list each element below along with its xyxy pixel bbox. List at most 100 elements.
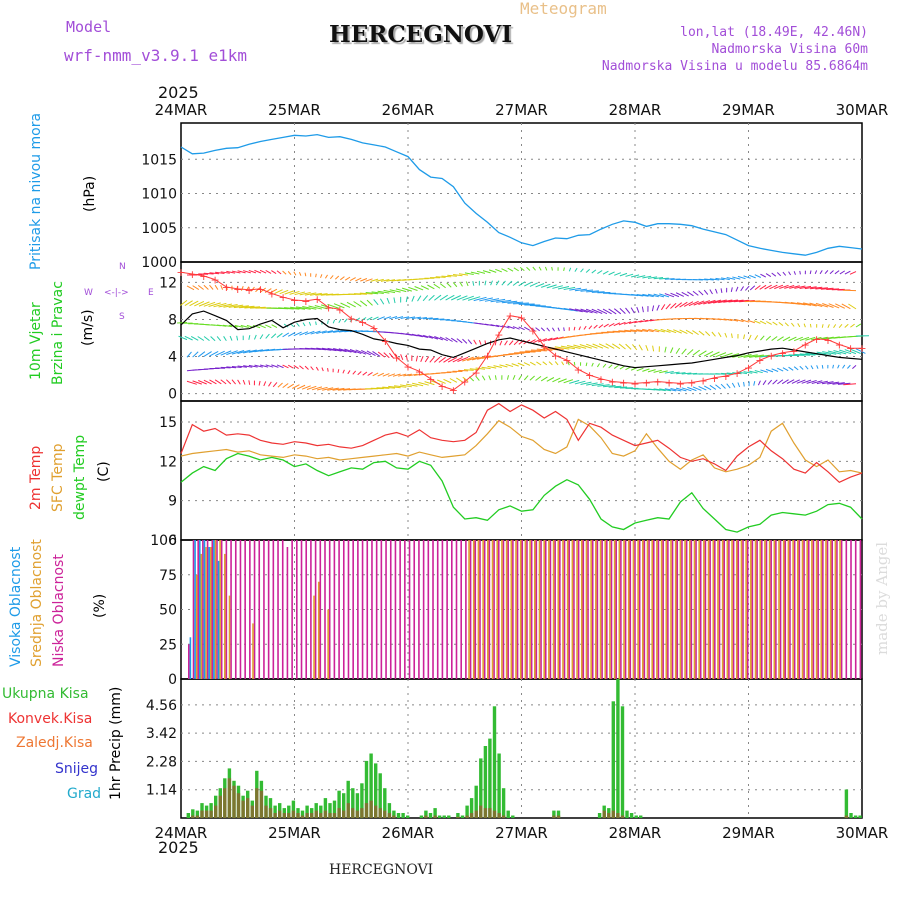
wind-barb-icon [233,305,249,309]
wind-barb-icon [804,286,817,290]
wind-barb-icon [660,304,666,311]
wind-barb-icon [220,379,227,385]
panel-frame-2 [180,400,863,541]
wind-barb-icon [681,291,689,297]
model-elevation: Nadmorska Visina u modelu 85.6864m [601,59,868,74]
y-tick-label: 1005 [141,221,177,237]
wind-barb-icon [814,270,818,274]
precip-total-bar [858,815,862,818]
wind-barb-icon [504,340,508,346]
wind-barb-icon [338,348,352,353]
wind-barb-icon [726,383,731,389]
wind-barb-icon [765,368,774,373]
wind-barb-icon [186,351,192,358]
wind-barb-icon [302,306,317,310]
wind-barb-icon [308,305,323,310]
wind-barb-icon [542,361,548,366]
x-tick-label-top: 24MAR [155,101,208,119]
wind-barb-icon [450,337,458,343]
wind-barb-icon [698,278,709,281]
wind-barb-icon [463,369,474,371]
wind-barb-icon [445,294,455,301]
wind-barb-icon [271,324,278,329]
wind-barb-icon [585,268,591,273]
panel-frame-0 [180,122,863,263]
wind-barb-icon [754,354,770,358]
wind-barb-icon [608,308,617,315]
wind-barb-icon [405,354,408,361]
wind-barb-icon [203,351,212,357]
wind-barb-icon [728,299,744,303]
wind-barb-icon [467,339,473,345]
wind-barb-icon [731,333,733,339]
wind-barb-icon [636,367,644,372]
wind-barb-icon [703,289,709,295]
wind-gust-marker: + [415,365,424,378]
wind-gust-marker: + [596,373,605,386]
wind-barb-icon [754,274,762,278]
wind-barb-icon [252,324,261,329]
wind-barb-icon [698,290,704,296]
wind-barb-icon [484,298,500,302]
wind-barb-icon [740,286,744,292]
wind-barb-icon [642,275,652,279]
wind-barb-icon [184,300,193,307]
wind-gust-marker: + [687,376,696,389]
wind-barb-icon [634,320,643,324]
precip-convective-bar [300,815,305,818]
wind-barb-icon [546,327,550,332]
wind-barb-icon [361,349,372,356]
precip-total-bar [332,800,337,818]
wind-barb-icon [408,286,418,292]
wind-barb-icon [370,278,379,282]
precip-convective-bar [479,805,483,818]
wind-barb-icon [552,285,563,289]
wind-barb-icon [231,365,242,368]
wind-gust-marker: + [574,363,583,376]
wind-barb-icon [816,365,819,369]
wind-barb-icon [548,361,553,366]
wind-barb-icon [681,387,692,392]
wind-barb-icon [353,293,367,295]
wind-barb-icon [805,352,821,356]
wind-barb-icon [778,322,784,326]
wind-barb-icon [357,371,362,376]
wind-barb-icon [327,387,339,391]
wind-barb-icon [638,344,643,351]
wind-barb-icon [781,379,789,385]
wind-barb-icon [788,271,792,276]
wind-barb-icon [659,370,668,374]
wind-barb-icon [403,373,412,377]
y-tick-label: 9 [168,494,177,510]
precip-convective-bar [607,813,611,818]
wind-barb-icon [685,329,694,335]
wind-barb-icon [310,292,323,296]
wind-barb-icon [289,290,300,295]
model-name: wrf-nmm_v3.9.1 e1km [64,46,248,65]
wind-barb-icon [393,297,396,304]
wind-barb-icon [320,274,323,278]
wind-barb-icon [829,270,834,275]
wind-barb-icon [852,364,857,369]
wind-barb-icon [653,388,666,392]
precip-total-bar [479,758,483,818]
wind-gust-marker: + [449,384,458,397]
precip-convective-bar [200,810,204,818]
wind-barb-icon [608,323,615,327]
precip-convective-bar [383,810,387,818]
wind-barb-icon [543,337,553,342]
wind-barb-icon [636,306,640,313]
precip-total-bar [401,813,405,818]
wind-barb-icon [488,269,497,273]
wind-barb-icon [613,308,622,315]
wind-barb-icon [395,288,407,293]
wind-barb-icon [754,335,759,341]
wind-barb-icon [567,361,570,366]
wind-gust-marker: + [267,288,276,301]
wind-barb-icon [548,337,559,341]
wind-barb-icon [332,319,336,324]
wind-barb-icon [749,370,758,374]
wind-barb-icon [271,270,277,275]
footer-title: HERCEGNOVI [329,862,434,878]
wind-barb-icon [811,380,823,384]
